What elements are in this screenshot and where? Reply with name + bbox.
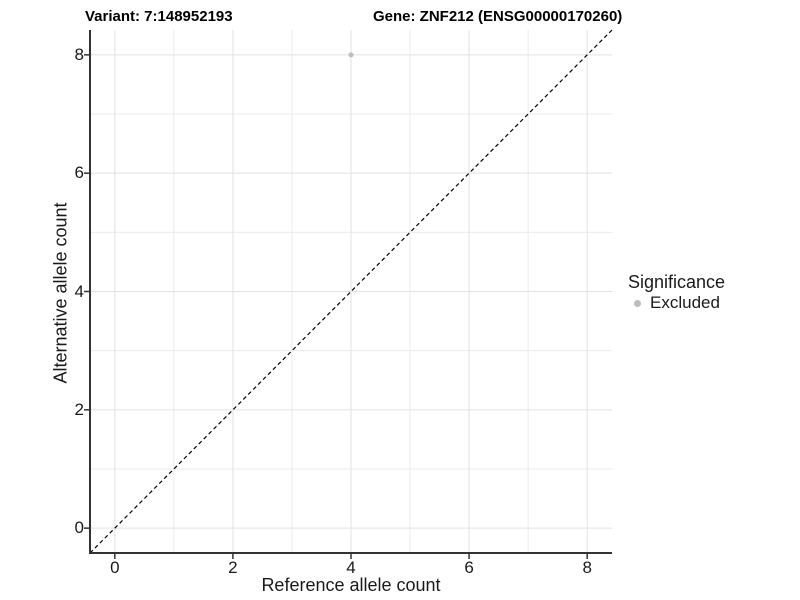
plot-title-gene: Gene: ZNF212 (ENSG00000170260) [373, 8, 623, 25]
legend: Significance Excluded [628, 271, 725, 313]
x-tick-label: 2 [228, 558, 238, 577]
x-tick-label: 6 [464, 558, 474, 577]
legend-title: Significance [628, 272, 726, 292]
x-tick-label: 0 [110, 558, 120, 577]
y-tick-label: 0 [74, 518, 84, 538]
x-tick-label: 4 [346, 558, 356, 577]
legend-point-icon [634, 299, 641, 307]
y-tick-label: 4 [74, 281, 84, 301]
legend-item-excluded: Excluded [628, 293, 725, 313]
x-axis-title: Reference allele count [261, 575, 441, 595]
plot-title-variant: Variant: 7:148952193 [85, 8, 233, 25]
y-tick-label: 8 [74, 44, 84, 64]
x-tick-label: 8 [582, 558, 592, 577]
y-tick-label: 2 [74, 399, 84, 419]
data-point-excluded [348, 52, 354, 58]
y-tick-label: 6 [74, 163, 84, 183]
legend-item-label: Excluded [650, 293, 720, 312]
